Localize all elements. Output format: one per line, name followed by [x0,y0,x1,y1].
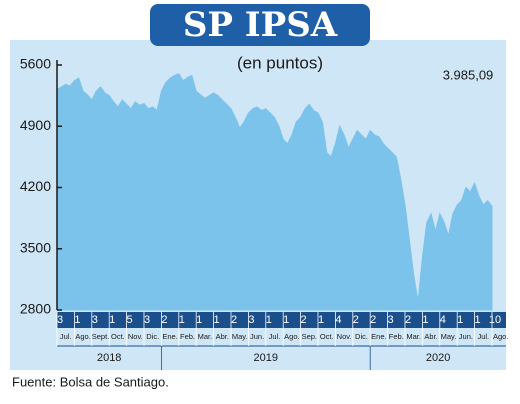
area [56,73,493,311]
month-label: Dic. [146,332,159,341]
month-label: Jun. [250,332,264,341]
month-label: Feb. [389,332,404,341]
y-tick-label: 3500 [20,239,51,255]
chart-subtitle: (en puntos) [237,53,323,72]
year-label: 2018 [97,352,121,364]
month-label: Oct. [320,332,334,341]
y-tick-label: 4200 [20,178,51,194]
month-label: Ene. [162,332,177,341]
month-label: Ago. [75,332,90,341]
day-label: 1 [196,314,202,326]
month-label: Jul. [269,332,281,341]
month-label: Feb. [180,332,195,341]
day-label: 3 [92,314,98,326]
chart-title: SP IPSA [183,5,338,45]
day-label: 3 [57,314,63,326]
y-tick-label: 5600 [20,56,51,72]
day-label: 2 [231,314,237,326]
day-label: 4 [440,314,446,326]
day-label: 3 [144,314,150,326]
day-label: 1 [283,314,289,326]
month-label: Dic. [355,332,368,341]
month-label: Abr. [424,332,437,341]
day-label: 4 [335,314,341,326]
day-label: 2 [370,314,376,326]
month-label: May. [441,332,457,341]
day-label: 3 [388,314,394,326]
month-label: Ago. [284,332,299,341]
day-label: 3 [248,314,254,326]
day-label: 1 [422,314,428,326]
day-label: 1 [457,314,463,326]
day-label: 1 [475,314,481,326]
month-label: Abr. [216,332,229,341]
day-label: 1 [266,314,272,326]
month-label: Jun. [459,332,473,341]
day-label: 2 [161,314,167,326]
month-label: Oct. [111,332,125,341]
day-label: 1 [318,314,324,326]
month-label: Mar. [198,332,213,341]
day-label: 1 [214,314,220,326]
day-label: 5 [127,314,133,326]
month-label: Sep. [302,332,317,341]
day-label: 2 [405,314,411,326]
month-label: Jul. [60,332,72,341]
source: Fuente: Bolsa de Santiago. [12,374,169,389]
month-label: May. [232,332,248,341]
month-label: Jul. [477,332,489,341]
annotation: 3.985,09 [443,67,494,82]
day-label: 1 [179,314,185,326]
year-label: 2019 [254,352,278,364]
day-label: 1 [74,314,80,326]
y-tick-label: 2800 [20,301,51,317]
month-label: Ene. [371,332,386,341]
y-tick-label: 4900 [20,117,51,133]
day-label: 2 [353,314,359,326]
month-label: Ago. [493,332,508,341]
day-label: 10 [489,314,501,326]
month-label: Nov. [128,332,143,341]
title-banner [150,4,370,46]
month-label: Sept. [92,332,110,341]
year-label: 2020 [426,352,450,364]
month-label: Nov. [337,332,352,341]
day-label: 1 [109,314,115,326]
day-bar [57,312,506,328]
month-label: Mar. [406,332,421,341]
day-label: 2 [301,314,307,326]
